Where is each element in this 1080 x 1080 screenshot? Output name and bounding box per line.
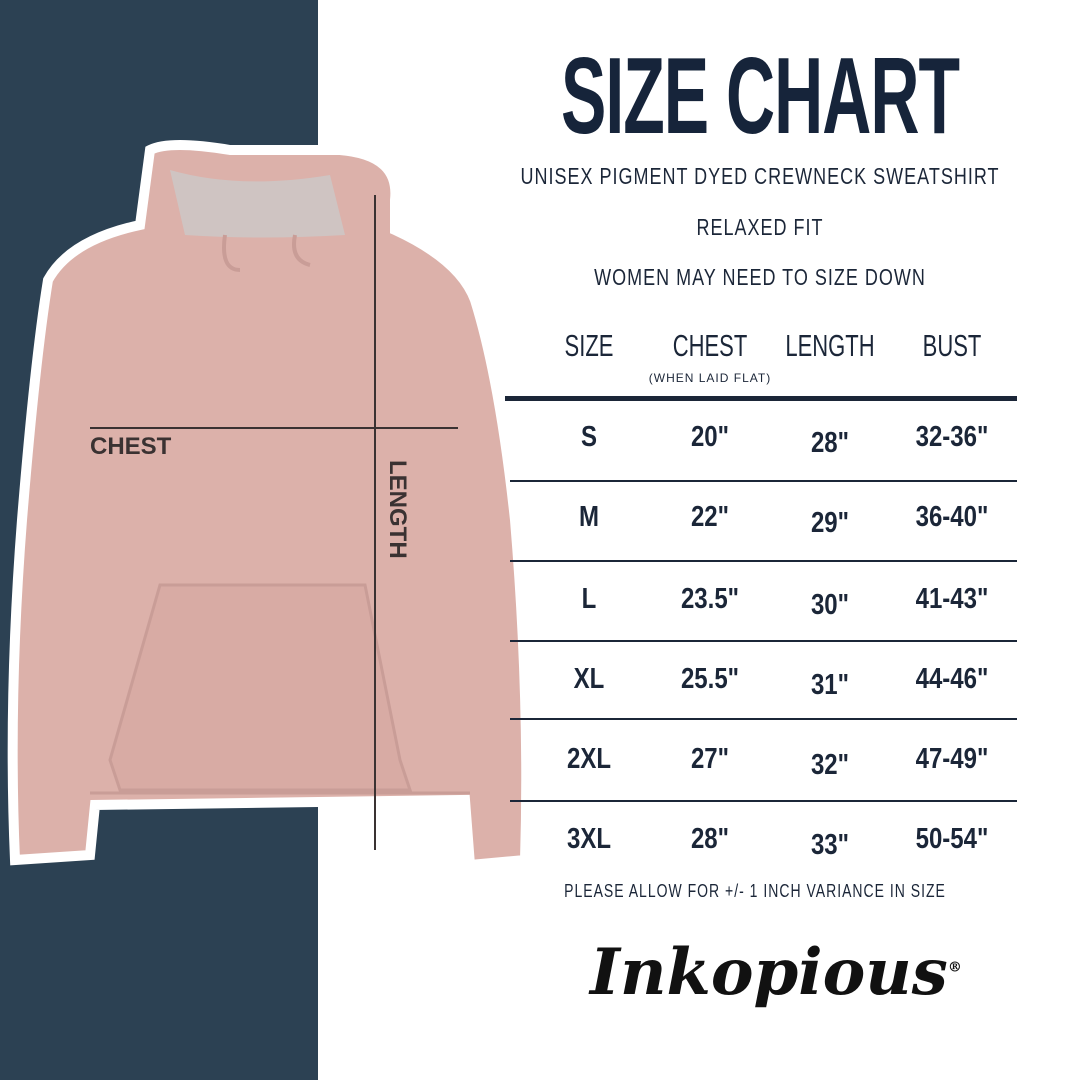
subtitle-fit: RELAXED FIT	[696, 214, 824, 241]
cell-size: S	[580, 421, 597, 454]
chest-label: CHEST	[90, 433, 172, 460]
cell-size: 2XL	[566, 743, 611, 776]
hoodie-photo	[7, 140, 532, 871]
cell-size: XL	[573, 663, 605, 696]
header-bust: BUST	[922, 328, 982, 363]
row-divider	[510, 718, 1017, 720]
chest-note: (WHEN LAID FLAT)	[648, 371, 772, 385]
cell-size: M	[579, 501, 599, 534]
row-divider	[510, 800, 1017, 802]
cell-size: 3XL	[566, 823, 611, 856]
cell-length: 28"	[810, 427, 850, 460]
cell-chest: 22"	[690, 501, 730, 534]
cell-bust: 44-46"	[915, 663, 989, 696]
cell-bust: 50-54"	[915, 823, 989, 856]
cell-bust: 47-49"	[915, 743, 989, 776]
cell-chest: 27"	[690, 743, 730, 776]
cell-size: L	[581, 583, 597, 616]
cell-length: 30"	[810, 589, 850, 622]
header-divider	[505, 396, 1017, 401]
brand-logo: Inkopious®	[590, 935, 962, 1010]
cell-length: 31"	[810, 669, 850, 702]
row-divider	[510, 560, 1017, 562]
cell-bust: 36-40"	[915, 501, 989, 534]
header-size: SIZE	[564, 328, 614, 363]
header-chest: CHEST	[672, 328, 748, 363]
cell-bust: 41-43"	[915, 583, 989, 616]
subtitle-product: UNISEX PIGMENT DYED CREWNECK SWEATSHIRT	[520, 163, 1000, 190]
row-divider	[510, 480, 1017, 482]
cell-chest: 25.5"	[680, 663, 740, 696]
page-title: SIZE CHART	[561, 35, 960, 157]
footnote: PLEASE ALLOW FOR +/- 1 INCH VARIANCE IN …	[564, 880, 946, 902]
header-length: LENGTH	[785, 328, 875, 363]
cell-length: 32"	[810, 749, 850, 782]
cell-bust: 32-36"	[915, 421, 989, 454]
cell-chest: 23.5"	[680, 583, 740, 616]
cell-length: 29"	[810, 507, 850, 540]
subtitle-sizing-note: WOMEN MAY NEED TO SIZE DOWN	[594, 264, 926, 291]
cell-chest: 28"	[690, 823, 730, 856]
length-label: LENGTH	[384, 460, 411, 559]
cell-chest: 20"	[690, 421, 730, 454]
row-divider	[510, 640, 1017, 642]
cell-length: 33"	[810, 829, 850, 862]
